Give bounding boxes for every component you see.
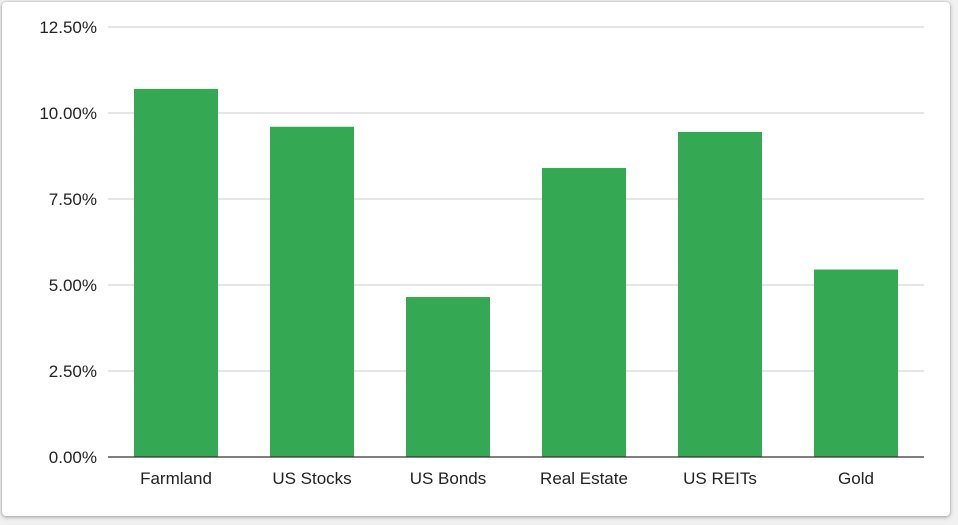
y-tick-label: 12.50% [39,18,97,37]
bar-us-bonds[interactable] [406,297,490,457]
x-tick-label: Farmland [140,469,212,488]
bar-us-reits[interactable] [678,131,762,458]
gridlines [108,26,924,372]
bar-us-stocks[interactable] [270,126,354,457]
bar-chart: 0.00% 2.50% 5.00% 7.50% 10.00% 12.50% Farmland… [39,18,924,488]
chart-card: 0.00% 2.50% 5.00% 7.50% 10.00% 12.50% Farmland… [2,2,950,516]
x-tick-label: US Stocks [272,469,351,488]
bars [134,88,898,458]
x-tick-label: US REITs [683,469,757,488]
y-tick-label: 5.00% [49,276,97,295]
x-tick-label: US Bonds [410,469,487,488]
y-tick-label: 2.50% [49,362,97,381]
y-tick-label: 10.00% [39,104,97,123]
bar-farmland[interactable] [134,88,218,458]
y-tick-label: 0.00% [49,448,97,467]
x-tick-label: Real Estate [540,469,628,488]
bar-gold[interactable] [814,269,898,457]
y-tick-label: 7.50% [49,190,97,209]
x-tick-label: Gold [838,469,874,488]
axes: 0.00% 2.50% 5.00% 7.50% 10.00% 12.50% Farmland… [39,18,924,488]
bar-real-estate[interactable] [542,168,626,458]
